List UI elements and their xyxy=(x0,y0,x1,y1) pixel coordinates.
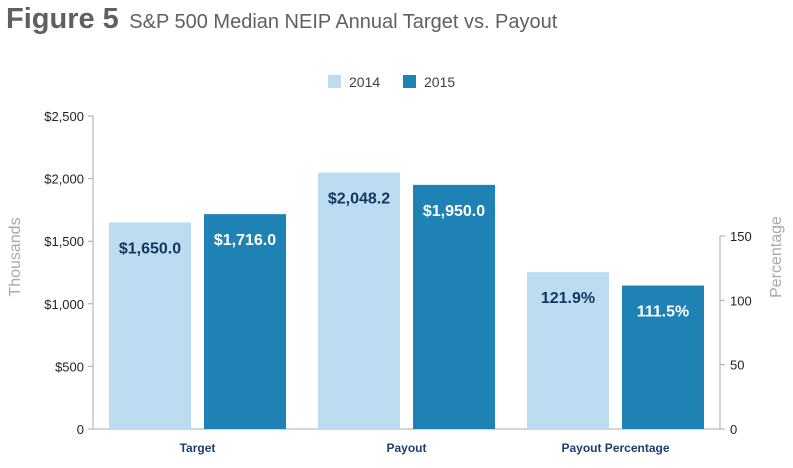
left-tick-label: $2,000 xyxy=(44,172,84,187)
bar-2014-target xyxy=(109,222,191,429)
left-tick-label: $1,000 xyxy=(44,297,84,312)
legend-swatch-2015 xyxy=(403,75,416,88)
right-axis-title: Percentage xyxy=(768,216,785,298)
left-tick-label: $2,500 xyxy=(44,109,84,124)
legend-label-2015: 2015 xyxy=(424,74,455,90)
left-axis-ticks: 0 $500 $1,000 $1,500 $2,000 $2,500 xyxy=(44,109,93,437)
bar-2014-payout xyxy=(318,172,400,429)
legend-swatch-2014 xyxy=(328,75,341,88)
data-labels: $1,650.0 $1,716.0 $2,048.2 $1,950.0 121.9% 11… xyxy=(119,191,689,321)
right-tick-label: 0 xyxy=(730,422,737,437)
right-tick-label: 50 xyxy=(730,358,744,373)
left-tick-label: $1,500 xyxy=(44,234,84,249)
data-label: $2,048.2 xyxy=(328,191,390,208)
right-tick-label: 100 xyxy=(730,293,752,308)
category-label: Payout Percentage xyxy=(561,441,669,455)
left-axis-title: Thousands xyxy=(7,217,24,296)
figure-number: Figure 5 xyxy=(6,3,119,35)
legend-label-2014: 2014 xyxy=(349,74,380,90)
data-label: $1,950.0 xyxy=(423,203,485,220)
data-label: 111.5% xyxy=(637,304,690,321)
title-text: S&P 500 Median NEIP Annual Target vs. Pa… xyxy=(129,11,558,33)
bar-2015-target xyxy=(204,214,286,429)
right-axis-ticks: 0 50 100 150 xyxy=(720,229,752,437)
left-tick-label: $500 xyxy=(55,359,84,374)
data-label: $1,716.0 xyxy=(214,232,276,249)
chart-title: Figure 5 S&P 500 Median NEIP Annual Targ… xyxy=(6,3,558,35)
category-label: Payout xyxy=(386,441,426,455)
bar-2015-payout xyxy=(413,184,495,429)
category-labels: Target Payout Payout Percentage xyxy=(180,441,670,455)
right-tick-label: 150 xyxy=(730,229,752,244)
bar-2015-payout-percentage xyxy=(622,285,704,429)
bar-2014-payout-percentage xyxy=(527,272,609,429)
bars xyxy=(109,172,704,429)
category-label: Target xyxy=(180,441,216,455)
data-label: $1,650.0 xyxy=(119,240,181,257)
data-label: 121.9% xyxy=(541,290,595,307)
legend: 2014 2015 xyxy=(328,74,455,90)
left-tick-label: 0 xyxy=(77,422,84,437)
